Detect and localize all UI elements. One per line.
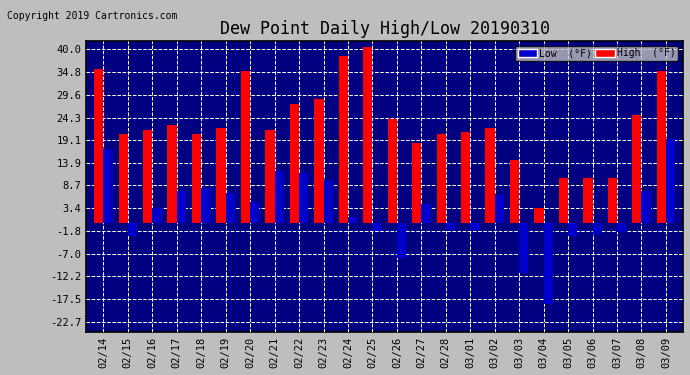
- Bar: [437, 134, 446, 223]
- Bar: [657, 71, 666, 223]
- Bar: [446, 223, 455, 230]
- Bar: [250, 201, 259, 223]
- Bar: [290, 104, 299, 223]
- Bar: [397, 223, 406, 258]
- Bar: [412, 143, 422, 223]
- Bar: [373, 223, 382, 231]
- Bar: [544, 223, 553, 304]
- Bar: [666, 138, 676, 223]
- Bar: [642, 190, 651, 223]
- Bar: [94, 69, 104, 223]
- Bar: [559, 178, 568, 223]
- Bar: [143, 130, 152, 223]
- Bar: [104, 149, 112, 223]
- Bar: [275, 171, 284, 223]
- Bar: [583, 178, 593, 223]
- Bar: [593, 223, 602, 234]
- Bar: [201, 189, 210, 223]
- Bar: [339, 56, 348, 223]
- Bar: [608, 178, 617, 223]
- Bar: [152, 208, 161, 223]
- Bar: [388, 119, 397, 223]
- Bar: [324, 180, 333, 223]
- Bar: [241, 71, 250, 223]
- Bar: [119, 134, 128, 223]
- Bar: [266, 130, 275, 223]
- Bar: [168, 126, 177, 223]
- Bar: [422, 204, 431, 223]
- Bar: [299, 173, 308, 223]
- Bar: [128, 223, 137, 236]
- Bar: [617, 223, 627, 232]
- Bar: [568, 223, 578, 236]
- Bar: [217, 128, 226, 223]
- Bar: [510, 160, 519, 223]
- Bar: [363, 47, 373, 223]
- Bar: [226, 193, 235, 223]
- Bar: [471, 223, 480, 230]
- Bar: [486, 128, 495, 223]
- Bar: [461, 132, 471, 223]
- Bar: [348, 217, 357, 223]
- Title: Dew Point Daily High/Low 20190310: Dew Point Daily High/Low 20190310: [219, 20, 550, 38]
- Bar: [519, 223, 529, 273]
- Bar: [495, 195, 504, 223]
- Bar: [192, 134, 201, 223]
- Bar: [314, 99, 324, 223]
- Text: Copyright 2019 Cartronics.com: Copyright 2019 Cartronics.com: [7, 11, 177, 21]
- Legend: Low  (°F), High  (°F): Low (°F), High (°F): [515, 45, 678, 62]
- Bar: [177, 190, 186, 223]
- Bar: [534, 208, 544, 223]
- Bar: [632, 115, 642, 223]
